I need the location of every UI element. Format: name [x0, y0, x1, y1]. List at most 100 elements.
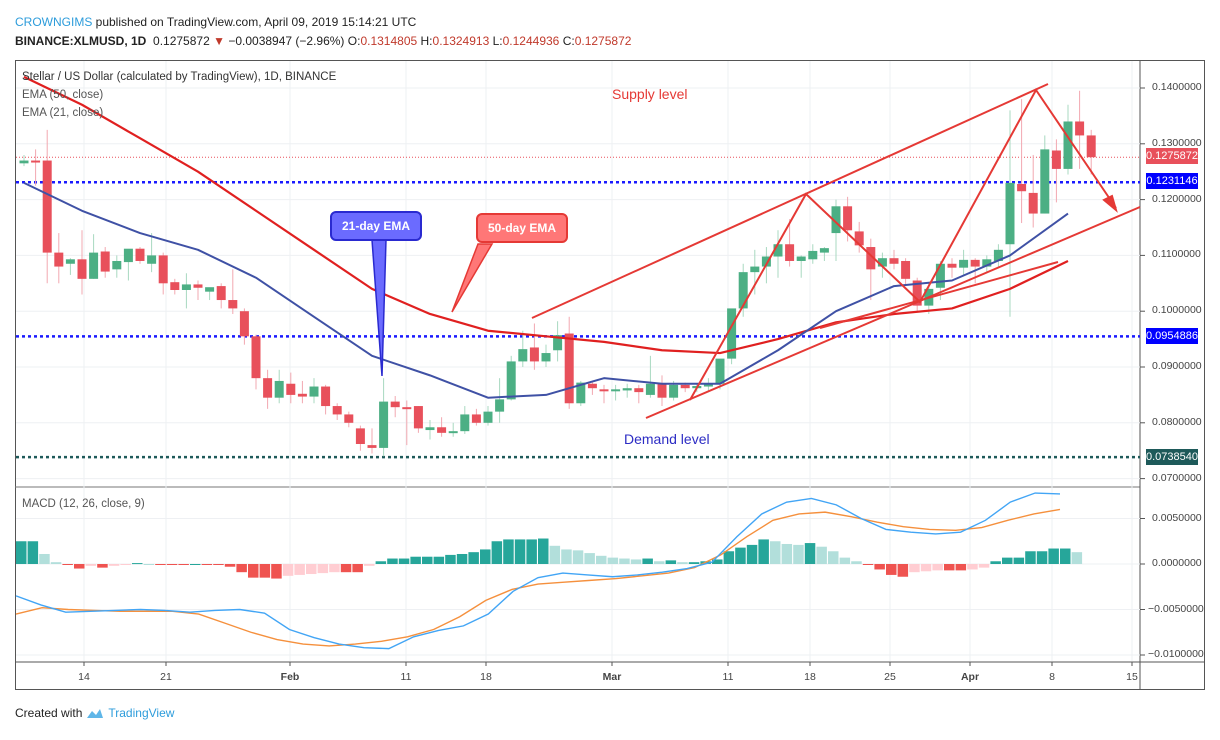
candle-body: [889, 258, 899, 264]
chart-legend: Stellar / US Dollar (calculated by Tradi…: [22, 68, 336, 122]
ema50-extension: [819, 261, 1059, 329]
macd-histogram-bar: [723, 551, 735, 564]
candle-body: [912, 280, 922, 306]
macd-histogram-bar: [364, 564, 375, 566]
candle-body: [727, 308, 737, 359]
macd-histogram-bar: [630, 559, 642, 564]
macd-histogram-bar: [619, 558, 630, 564]
candle-body: [495, 399, 505, 412]
symbol-name: BINANCE:XLMUSD, 1D: [15, 34, 147, 48]
macd-histogram-bar: [538, 538, 549, 564]
macd-histogram-bar: [688, 562, 700, 564]
macd-histogram-bar: [398, 558, 410, 564]
candle-body: [1075, 121, 1085, 136]
candle-body: [483, 411, 493, 423]
candle-body: [808, 250, 818, 260]
macd-histogram-bar: [944, 564, 955, 571]
support-price-tag: 0.0738540: [1146, 449, 1198, 465]
candle-body: [89, 252, 99, 279]
candle-body: [506, 361, 516, 400]
macd-histogram-bar: [27, 541, 39, 564]
author-link[interactable]: CROWNGIMS: [15, 15, 93, 29]
candle-body: [680, 384, 690, 389]
macd-histogram-bar: [990, 561, 1001, 564]
candle-body: [42, 160, 52, 253]
macd-histogram-bar: [271, 564, 282, 579]
candle-body: [437, 427, 447, 433]
macd-histogram-bar: [793, 544, 804, 564]
macd-histogram-bar: [851, 561, 862, 564]
candle-body: [379, 401, 389, 448]
candle-body: [611, 389, 621, 392]
candle-body: [796, 256, 806, 261]
macd-histogram-bar: [572, 550, 584, 564]
macd-histogram-bar: [97, 564, 108, 568]
candle-body: [390, 401, 400, 408]
mid-level-price-tag: 0.0954886: [1146, 328, 1198, 344]
candle-body: [205, 287, 215, 292]
candle-body: [982, 259, 992, 267]
candle-body: [657, 383, 667, 398]
macd-histogram-bar: [804, 543, 816, 564]
legend-ema21[interactable]: EMA (21, close): [22, 107, 104, 119]
candle-body: [993, 249, 1003, 261]
candle-body: [854, 231, 864, 246]
macd-histogram-bar: [654, 561, 665, 564]
macd-histogram-bar: [282, 564, 294, 576]
macd-histogram-bar: [155, 564, 166, 565]
candle-body: [738, 272, 748, 309]
macd-histogram-bar: [422, 556, 433, 564]
candle-body: [460, 414, 470, 432]
candle-body: [367, 445, 377, 448]
candle-body: [448, 431, 458, 434]
macd-histogram-bar: [50, 562, 62, 564]
upper-channel-line: [531, 83, 1049, 319]
macd-histogram-bar: [596, 555, 607, 564]
low-label: L:: [492, 34, 503, 48]
candle-body: [1005, 182, 1015, 245]
macd-histogram-bar: [410, 556, 421, 564]
candle-body: [355, 428, 365, 445]
macd-tick-label: −0.0050000: [1148, 602, 1204, 615]
price-tick-label: 0.1200000: [1152, 192, 1202, 205]
candle-body: [228, 300, 238, 309]
candle-body: [54, 252, 64, 267]
candle-body: [634, 388, 644, 393]
symbol-info: BINANCE:XLMUSD, 1D 0.1275872 ▼ −0.003894…: [15, 34, 631, 48]
legend-macd[interactable]: MACD (12, 26, close, 9): [22, 498, 145, 510]
high-label: H:: [420, 34, 433, 48]
macd-histogram-bar: [1013, 557, 1025, 564]
macd-histogram-bar: [967, 564, 978, 570]
candle-body: [297, 393, 307, 397]
macd-histogram-bar: [735, 547, 746, 564]
created-with-text: Created with: [15, 706, 83, 720]
macd-histogram-bar: [352, 564, 363, 573]
last-price-tag: 0.1275872: [1146, 148, 1198, 164]
candle-body: [935, 263, 945, 288]
candle-body: [785, 244, 795, 261]
supply-level-label: Supply level: [612, 86, 688, 102]
macd-histogram-bar: [433, 556, 445, 564]
macd-histogram-bar: [375, 561, 387, 564]
macd-histogram-bar: [746, 544, 758, 564]
candle-body: [599, 389, 609, 392]
legend-ema50[interactable]: EMA (50, close): [22, 89, 104, 101]
candle-body: [193, 284, 203, 288]
macd-histogram-bar: [224, 564, 236, 567]
open-value: 0.1314805: [360, 34, 418, 48]
time-tick-label: 25: [884, 671, 896, 683]
candle-body: [970, 259, 980, 267]
macd-histogram-bar: [74, 564, 85, 569]
macd-histogram-bar: [607, 557, 619, 564]
tradingview-link[interactable]: TradingView: [108, 706, 175, 720]
candle-body: [1051, 150, 1061, 169]
candle-body: [576, 382, 586, 404]
close-value: 0.1275872: [574, 34, 632, 48]
macd-histogram-bar: [213, 564, 224, 565]
macd-histogram-bar: [1025, 551, 1036, 564]
candle-body: [819, 248, 829, 253]
macd-histogram-bar: [62, 564, 73, 565]
macd-histogram-bar: [978, 564, 990, 568]
macd-tick-label: −0.0100000: [1148, 648, 1204, 660]
